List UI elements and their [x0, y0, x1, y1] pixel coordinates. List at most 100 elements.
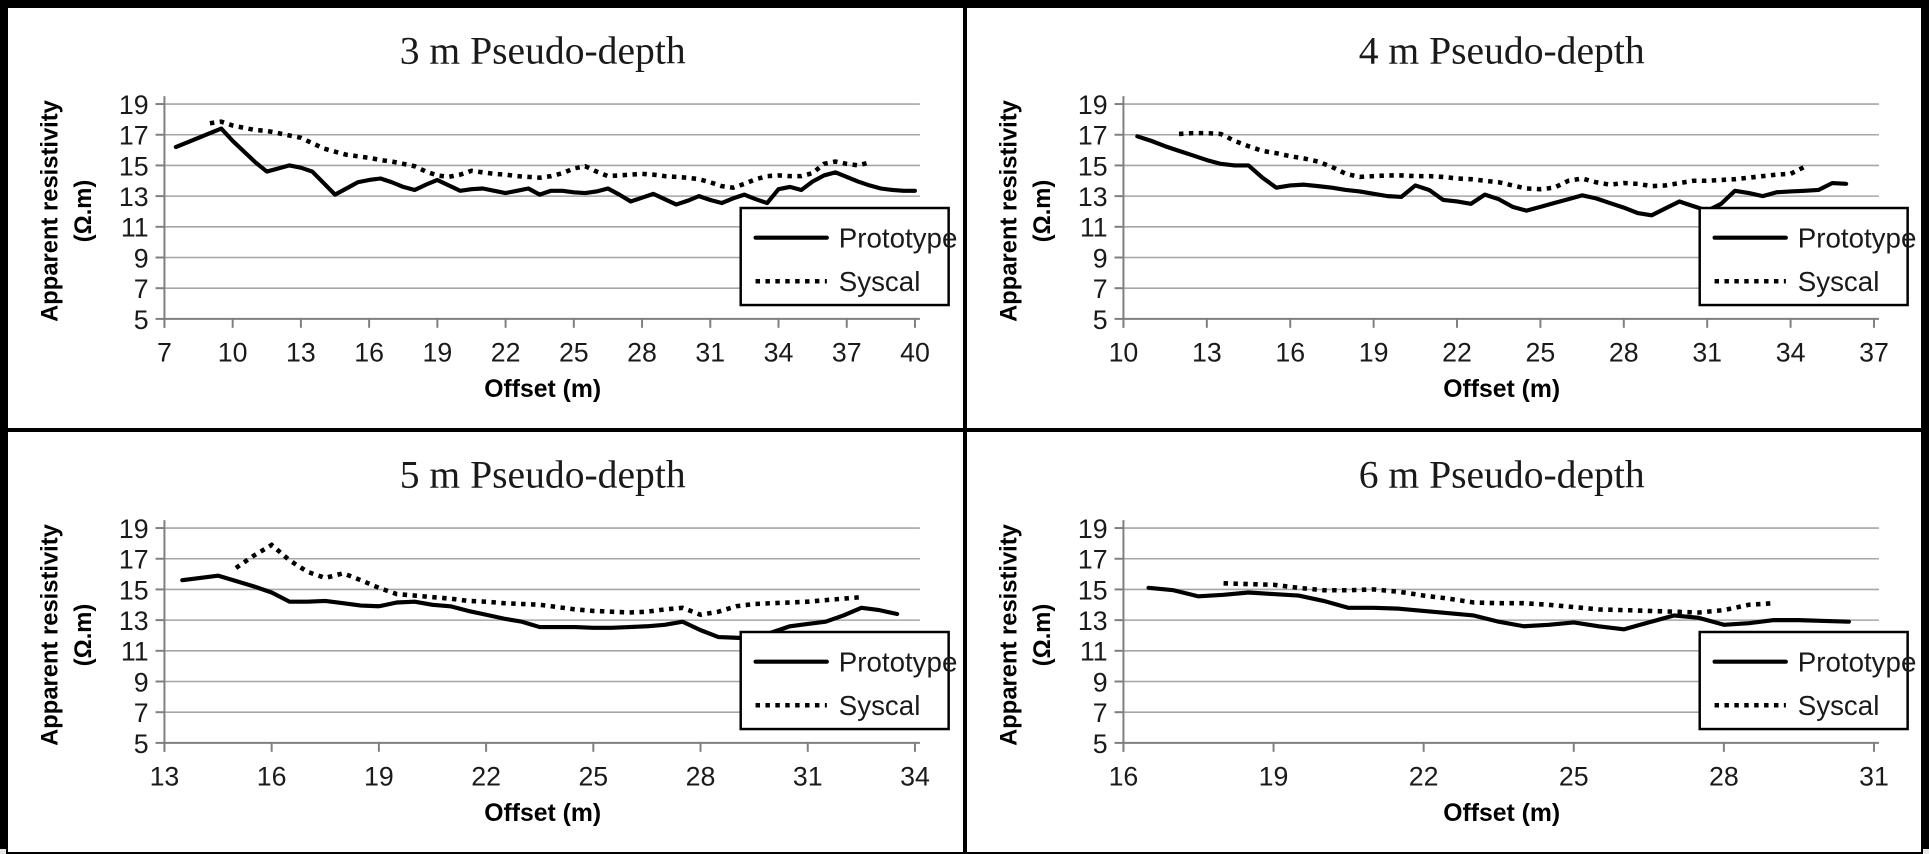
- series-syscal-line: [1222, 580, 1774, 615]
- legend-label-syscal: Syscal: [1797, 266, 1879, 297]
- x-tick-label: 19: [1358, 337, 1388, 367]
- chart-title: 3 m Pseudo-depth: [400, 28, 686, 72]
- x-tick-label: 19: [1258, 761, 1288, 791]
- y-axis-label-line1: Apparent resistivity: [37, 99, 64, 322]
- x-tick-label: 28: [1608, 337, 1638, 367]
- y-tick-label: 5: [1092, 305, 1107, 335]
- x-tick-label: 31: [1859, 761, 1889, 791]
- x-tick-label: 16: [257, 761, 287, 791]
- y-axis-label-line1: Apparent resistivity: [995, 99, 1022, 322]
- y-tick-label: 11: [1079, 637, 1107, 667]
- y-tick-label: 15: [119, 151, 149, 181]
- x-tick-label: 28: [1708, 761, 1738, 791]
- y-tick-label: 5: [1092, 729, 1107, 759]
- y-tick-label: 17: [119, 121, 149, 151]
- series-prototype-line: [173, 126, 918, 207]
- y-tick-label: 11: [121, 213, 149, 243]
- y-tick-label: 9: [1092, 667, 1107, 697]
- x-axis-label: Offset (m): [1443, 800, 1560, 827]
- x-axis-label: Offset (m): [484, 800, 601, 827]
- legend-label-prototype: Prototype: [1797, 646, 1916, 677]
- legend-label-syscal: Syscal: [1797, 690, 1879, 721]
- x-tick-label: 13: [150, 761, 180, 791]
- x-tick-label: 40: [900, 337, 930, 367]
- y-tick-label: 9: [134, 667, 149, 697]
- x-tick-label: 7: [157, 337, 172, 367]
- y-tick-label: 7: [1092, 274, 1107, 304]
- y-axis-label-line1: Apparent resistivity: [37, 523, 64, 746]
- series-prototype-line: [180, 573, 900, 641]
- y-tick-label: 11: [1079, 213, 1107, 243]
- x-tick-label: 31: [793, 761, 823, 791]
- chart-title: 4 m Pseudo-depth: [1358, 28, 1644, 72]
- y-tick-label: 7: [134, 698, 149, 728]
- x-tick-label: 37: [832, 337, 862, 367]
- x-tick-label: 25: [578, 761, 608, 791]
- chart-title: 5 m Pseudo-depth: [400, 452, 686, 496]
- panel-4m-pseudo-depth: 19 17 15 13 11 9 7 5 10 13 16 19 22 25 28 31 34 37 Prototy…: [964, 6, 1923, 430]
- y-tick-label: 19: [119, 90, 149, 120]
- x-tick-label: 34: [764, 337, 794, 367]
- x-tick-label: 25: [1558, 761, 1588, 791]
- x-tick-label: 16: [1108, 761, 1138, 791]
- x-tick-label: 31: [1692, 337, 1722, 367]
- legend-box: [1697, 206, 1909, 307]
- x-tick-label: 19: [422, 337, 452, 367]
- series-syscal-line: [1178, 130, 1805, 192]
- y-tick-label: 15: [119, 575, 149, 605]
- legend-label-syscal: Syscal: [839, 690, 921, 721]
- y-tick-label: 19: [119, 514, 149, 544]
- x-tick-label: 28: [627, 337, 657, 367]
- y-tick-label: 5: [134, 729, 149, 759]
- y-tick-label: 9: [1092, 243, 1107, 273]
- series-syscal-line: [209, 119, 871, 191]
- x-tick-label: 13: [286, 337, 316, 367]
- y-tick-label: 19: [1077, 514, 1107, 544]
- x-tick-label: 22: [471, 761, 501, 791]
- x-tick-label: 16: [1275, 337, 1305, 367]
- legend-box: [1697, 630, 1909, 731]
- y-tick-label: 13: [1077, 606, 1107, 636]
- y-tick-label: 15: [1077, 575, 1107, 605]
- x-tick-label: 34: [900, 761, 930, 791]
- legend-label-prototype: Prototype: [1797, 223, 1916, 254]
- series-prototype-line: [1134, 134, 1848, 218]
- y-tick-label: 15: [1077, 151, 1107, 181]
- y-tick-label: 7: [134, 274, 149, 304]
- y-tick-label: 17: [119, 544, 149, 574]
- y-tick-label: 5: [134, 305, 149, 335]
- y-axis-label-line2: (Ω.m): [1029, 180, 1056, 243]
- x-tick-label: 22: [491, 337, 521, 367]
- legend-label-prototype: Prototype: [839, 223, 958, 254]
- panel-3m-pseudo-depth: 19 17 15 13 11 9 7 5 7 10 13 16 19 22 25 28 31 34 37 40 Prot…: [6, 6, 965, 430]
- x-axis-label: Offset (m): [1443, 376, 1560, 403]
- x-tick-label: 34: [1775, 337, 1805, 367]
- x-axis-label: Offset (m): [484, 376, 601, 403]
- y-axis-label-line2: (Ω.m): [70, 180, 97, 243]
- x-tick-label: 25: [559, 337, 589, 367]
- panel-5m-pseudo-depth: 19 17 15 13 11 9 7 5 13 16 19 22 25 28 31 34 Prototype Sy…: [6, 429, 965, 854]
- y-tick-label: 13: [119, 606, 149, 636]
- x-tick-label: 37: [1859, 337, 1889, 367]
- x-tick-label: 13: [1191, 337, 1221, 367]
- y-tick-label: 17: [1077, 121, 1107, 151]
- y-tick-label: 13: [119, 182, 149, 212]
- chart-title: 6 m Pseudo-depth: [1358, 452, 1644, 496]
- y-tick-label: 9: [134, 243, 149, 273]
- x-tick-label: 22: [1442, 337, 1472, 367]
- panel-6m-pseudo-depth: 19 17 15 13 11 9 7 5 16 19 22 25 28 31 Prototype Syscal…: [964, 429, 1923, 854]
- series-prototype-line: [1145, 585, 1851, 632]
- legend-box: [739, 206, 950, 307]
- y-tick-label: 7: [1092, 698, 1107, 728]
- y-tick-label: 17: [1077, 544, 1107, 574]
- y-axis-label-line2: (Ω.m): [1029, 603, 1056, 666]
- y-axis-label-line1: Apparent resistivity: [995, 523, 1022, 746]
- y-tick-label: 11: [121, 637, 149, 667]
- y-tick-label: 19: [1077, 90, 1107, 120]
- x-tick-label: 19: [364, 761, 394, 791]
